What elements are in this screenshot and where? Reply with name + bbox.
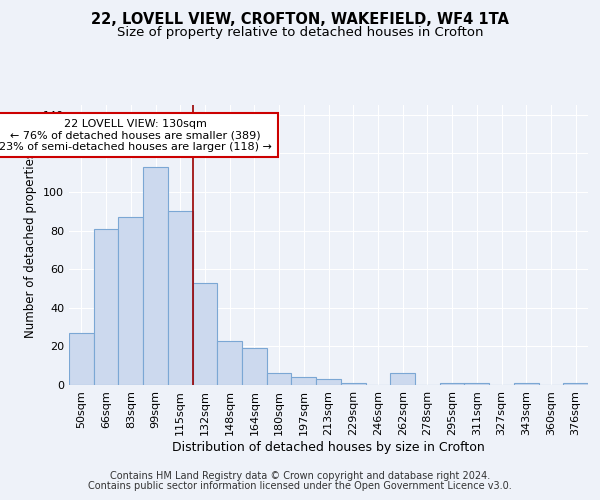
Bar	[316, 379, 341, 385]
Bar	[341, 383, 365, 385]
Text: 22, LOVELL VIEW, CROFTON, WAKEFIELD, WF4 1TA: 22, LOVELL VIEW, CROFTON, WAKEFIELD, WF4…	[91, 12, 509, 28]
Bar	[217, 340, 242, 385]
Bar	[94, 228, 118, 385]
Text: Distribution of detached houses by size in Crofton: Distribution of detached houses by size …	[172, 441, 485, 454]
Bar	[563, 383, 588, 385]
Bar	[292, 378, 316, 385]
Text: Size of property relative to detached houses in Crofton: Size of property relative to detached ho…	[117, 26, 483, 39]
Bar	[390, 374, 415, 385]
Bar	[464, 383, 489, 385]
Bar	[514, 383, 539, 385]
Bar	[69, 333, 94, 385]
Bar	[143, 167, 168, 385]
Bar	[168, 211, 193, 385]
Bar	[440, 383, 464, 385]
Bar	[242, 348, 267, 385]
Bar	[118, 217, 143, 385]
Text: 22 LOVELL VIEW: 130sqm
← 76% of detached houses are smaller (389)
23% of semi-de: 22 LOVELL VIEW: 130sqm ← 76% of detached…	[0, 118, 272, 152]
Bar	[267, 374, 292, 385]
Text: Contains HM Land Registry data © Crown copyright and database right 2024.: Contains HM Land Registry data © Crown c…	[110, 471, 490, 481]
Y-axis label: Number of detached properties: Number of detached properties	[25, 152, 37, 338]
Text: Contains public sector information licensed under the Open Government Licence v3: Contains public sector information licen…	[88, 481, 512, 491]
Bar	[193, 282, 217, 385]
